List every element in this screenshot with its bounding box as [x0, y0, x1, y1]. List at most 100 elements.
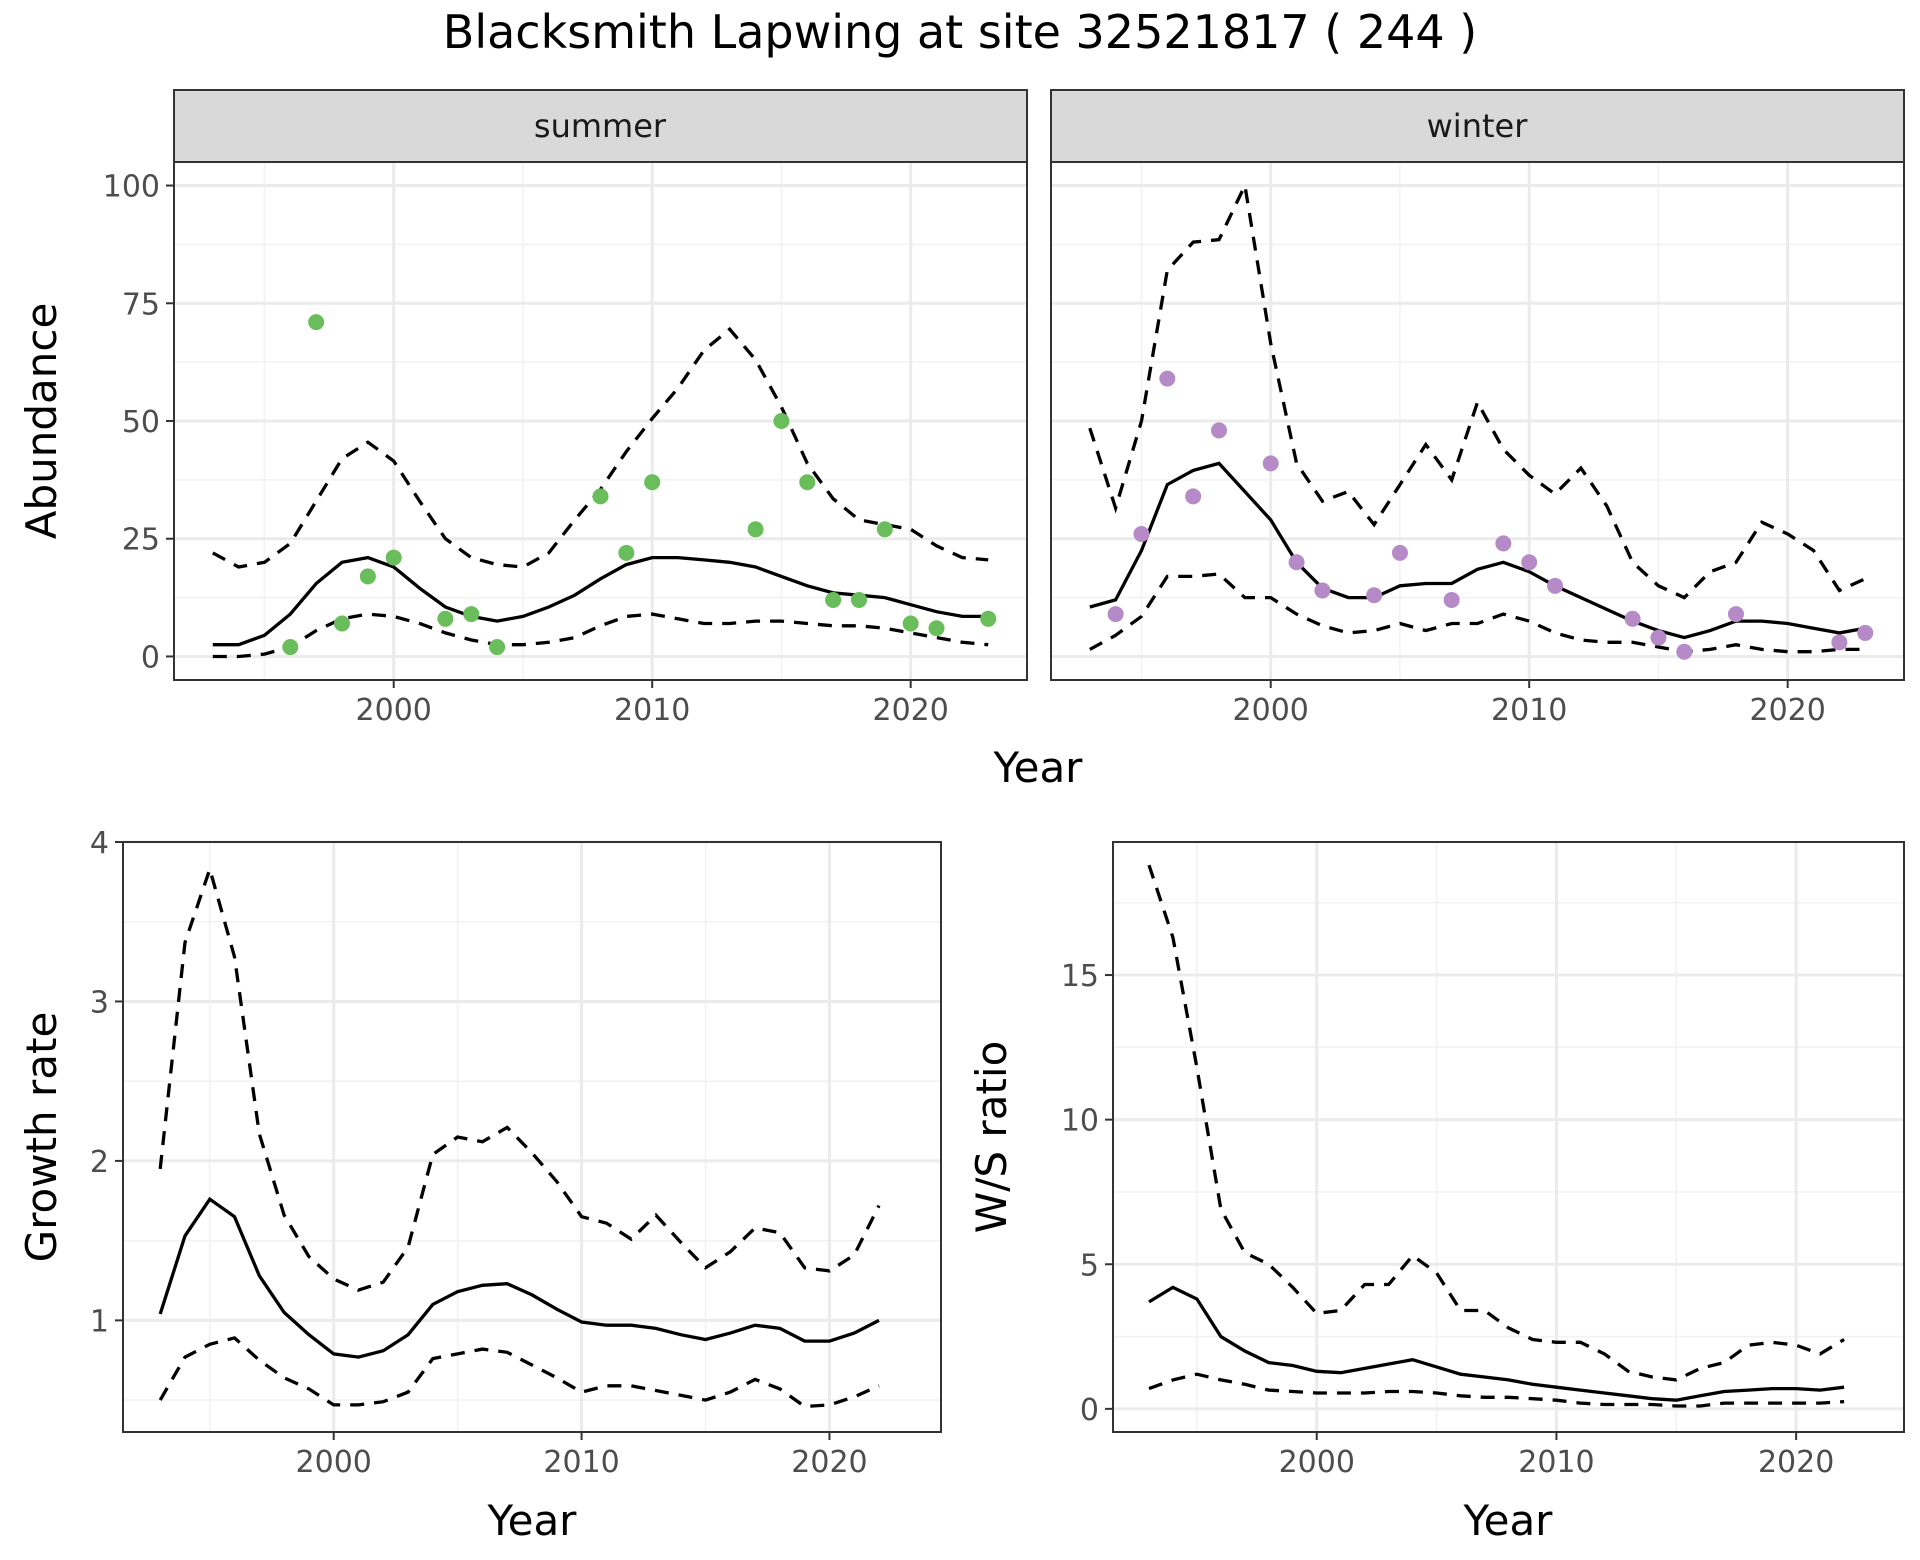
- summer-observation-point: [592, 488, 609, 505]
- ratio-x-tick-label: 2020: [1758, 1445, 1834, 1480]
- summer-observation-point: [773, 413, 790, 429]
- growth-y-tick-label: 3: [90, 985, 109, 1020]
- summer-abundance-panel: summer 2000 2010 2020 0 25 50 75 100: [103, 89, 1028, 728]
- growth-panel-border: [122, 841, 942, 1433]
- summer-observation-point: [437, 610, 454, 627]
- ratio-y-tick-label: 5: [1080, 1248, 1099, 1283]
- ratio-axes: 2000 2010 2020 0 5 10 15: [1061, 959, 1835, 1480]
- ratio-panel-border: [1112, 841, 1905, 1433]
- winter-observation-point: [1366, 587, 1383, 604]
- ratio-upper-ci-line: [1147, 864, 1845, 1382]
- summer-x-tick-label: 2010: [614, 693, 690, 728]
- summer-y-tick-label: 75: [122, 287, 160, 322]
- growth-y-axis-title: Growth rate: [17, 1012, 66, 1263]
- top-x-axis-title: Year: [993, 743, 1084, 792]
- growth-x-axis-title: Year: [487, 1496, 578, 1545]
- summer-observation-point: [334, 615, 351, 632]
- winter-x-tick-label: 2000: [1233, 693, 1309, 728]
- summer-y-tick-label: 25: [122, 523, 160, 558]
- growth-y-tick-label: 4: [90, 826, 109, 861]
- winter-strip: [1050, 89, 1905, 163]
- summer-strip: [173, 89, 1028, 163]
- summer-observation-point: [928, 620, 945, 637]
- growth-y-tick-label: 1: [90, 1304, 109, 1339]
- winter-axes: 2000 2010 2020: [1233, 680, 1826, 728]
- winter-observation-point: [1727, 606, 1744, 623]
- summer-observation-point: [463, 606, 480, 623]
- growth-y-tick-label: 2: [90, 1145, 109, 1180]
- summer-observation-point: [282, 639, 299, 656]
- growth-x-tick-label: 2010: [543, 1445, 619, 1480]
- winter-observation-point: [1262, 455, 1279, 472]
- summer-y-tick-label: 0: [141, 640, 160, 675]
- growth-x-tick-label: 2020: [791, 1445, 867, 1480]
- summer-upper-ci-line: [212, 326, 989, 569]
- summer-observation-point: [644, 474, 661, 491]
- winter-observation-point: [1133, 526, 1150, 543]
- summer-observation-point: [385, 549, 402, 566]
- summer-observation-point: [980, 610, 997, 627]
- ratio-y-tick-label: 0: [1080, 1393, 1099, 1428]
- summer-y-tick-label: 50: [122, 405, 160, 440]
- winter-strip-label: winter: [1427, 107, 1529, 145]
- ratio-y-axis-title: W/S ratio: [967, 1041, 1016, 1234]
- winter-panel-border: [1050, 161, 1905, 681]
- winter-observation-point: [1650, 629, 1667, 646]
- growth-grid: [123, 840, 941, 1432]
- summer-marks: [212, 314, 997, 659]
- winter-observation-point: [1495, 535, 1512, 552]
- summer-y-tick-label: 100: [103, 170, 160, 205]
- summer-strip-label: summer: [534, 107, 667, 145]
- ratio-x-axis-title: Year: [1463, 1496, 1554, 1545]
- winter-observation-point: [1831, 634, 1848, 651]
- winter-mean-line: [1089, 461, 1866, 640]
- summer-observation-point: [876, 521, 893, 538]
- growth-upper-ci-line: [158, 863, 881, 1292]
- growth-x-tick-label: 2000: [296, 1445, 372, 1480]
- winter-observation-point: [1107, 606, 1124, 623]
- winter-observation-point: [1391, 544, 1408, 561]
- winter-observation-point: [1185, 488, 1202, 505]
- summer-grid: [174, 162, 1027, 680]
- summer-x-tick-label: 2000: [356, 693, 432, 728]
- ratio-x-tick-label: 2000: [1279, 1445, 1355, 1480]
- summer-observation-point: [359, 568, 376, 585]
- winter-observation-point: [1547, 577, 1564, 594]
- winter-observation-point: [1443, 591, 1460, 608]
- summer-observation-point: [825, 591, 842, 608]
- summer-observation-point: [850, 591, 867, 608]
- winter-grid: [1051, 162, 1904, 680]
- winter-observation-point: [1857, 624, 1874, 641]
- ratio-mean-line: [1148, 1285, 1845, 1402]
- summer-observation-point: [618, 544, 635, 561]
- winter-x-tick-label: 2020: [1750, 693, 1826, 728]
- growth-mean-line: [158, 1196, 880, 1359]
- winter-observation-point: [1211, 422, 1228, 439]
- ratio-marks: [1147, 864, 1845, 1408]
- winter-abundance-panel: winter 2000 2010 2020: [1050, 89, 1905, 728]
- growth-rate-panel: 2000 2010 2020 1 2 3 4: [90, 826, 942, 1480]
- winter-observation-point: [1624, 610, 1641, 627]
- growth-lower-ci-line: [158, 1336, 880, 1409]
- winter-lower-ci-line: [1089, 572, 1866, 654]
- summer-lower-ci-line: [212, 612, 989, 659]
- growth-axes: 2000 2010 2020 1 2 3 4: [90, 826, 868, 1480]
- top-y-axis-title: Abundance: [17, 303, 66, 540]
- winter-observation-point: [1521, 554, 1538, 571]
- summer-mean-line: [212, 555, 989, 647]
- summer-observation-point: [902, 615, 919, 632]
- summer-axes: 2000 2010 2020 0 25 50 75 100: [103, 170, 949, 728]
- winter-observation-point: [1676, 643, 1693, 660]
- summer-observation-point: [308, 314, 325, 331]
- winter-marks: [1088, 180, 1874, 660]
- summer-observation-point: [747, 521, 764, 538]
- winter-observation-point: [1288, 554, 1305, 571]
- winter-upper-ci-line: [1088, 180, 1866, 600]
- figure-title: Blacksmith Lapwing at site 32521817 ( 24…: [443, 5, 1477, 59]
- ws-ratio-panel: 2000 2010 2020 0 5 10 15: [1061, 841, 1905, 1480]
- winter-x-tick-label: 2010: [1491, 693, 1567, 728]
- ratio-y-tick-label: 10: [1061, 1104, 1099, 1139]
- ratio-y-tick-label: 15: [1061, 959, 1099, 994]
- summer-x-tick-label: 2020: [873, 693, 949, 728]
